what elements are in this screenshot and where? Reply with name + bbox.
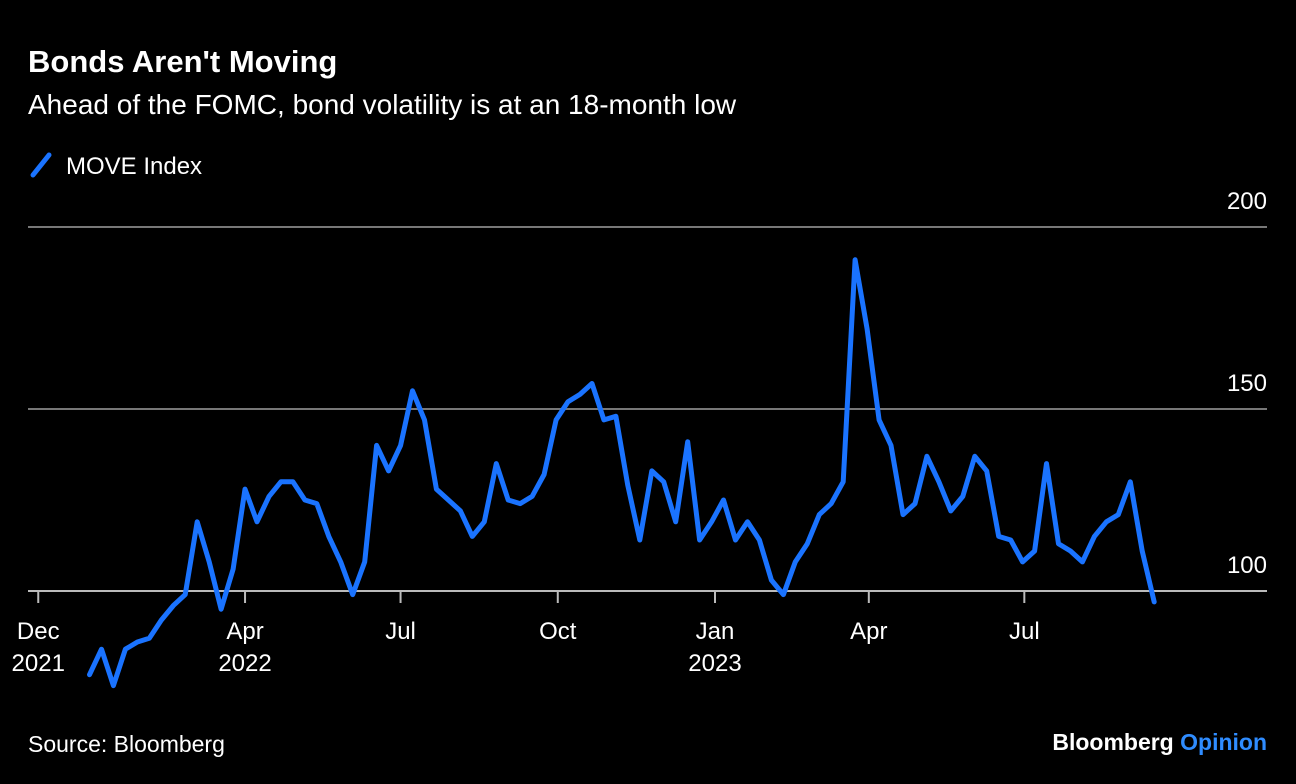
x-tick-label-line: Jan <box>696 618 735 645</box>
x-tick-label: Oct <box>539 618 577 645</box>
y-tick-label: 150 <box>1227 370 1267 397</box>
x-tick-label-line: 2022 <box>218 650 271 677</box>
y-tick-label: 100 <box>1227 552 1267 579</box>
y-tick-label: 200 <box>1227 188 1267 215</box>
x-tick-label-line: Apr <box>850 618 887 645</box>
x-tick-label-line: Oct <box>539 618 577 645</box>
chart-subtitle: Ahead of the FOMC, bond volatility is at… <box>28 89 737 120</box>
x-tick-label: Apr <box>850 618 887 645</box>
x-tick-label: Jul <box>1009 618 1040 645</box>
brand-name: Bloomberg <box>1052 729 1173 755</box>
x-tick-label: Apr 2022 <box>218 618 271 677</box>
brand: Bloomberg Opinion <box>1052 729 1267 755</box>
x-tick-label-line: 2021 <box>12 650 65 677</box>
brand-opinion: Opinion <box>1180 729 1267 755</box>
plot: 100 150 200 Dec 2021 Apr 2022 Jul Oct Jan 2023 Apr J… <box>12 188 1267 689</box>
x-tick-label-line: 2023 <box>688 650 741 677</box>
x-tick-label-line: Apr <box>226 618 263 645</box>
x-tick-label: Jan 2023 <box>688 618 741 677</box>
legend-label: MOVE Index <box>66 153 202 180</box>
x-tick-label: Dec 2021 <box>12 618 65 677</box>
series-line <box>87 257 1157 689</box>
x-tick-label-line: Jul <box>385 618 416 645</box>
legend-swatch <box>30 152 52 178</box>
x-tick-label: Jul <box>385 618 416 645</box>
x-tick-label-line: Jul <box>1009 618 1040 645</box>
x-tick-label-line: Dec <box>17 618 60 645</box>
source: Source: Bloomberg <box>28 731 225 757</box>
chart-title: Bonds Aren't Moving <box>28 44 337 79</box>
